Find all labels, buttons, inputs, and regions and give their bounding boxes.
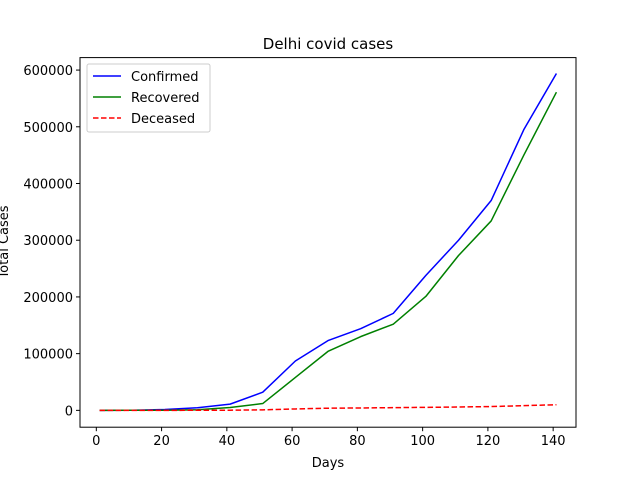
y-axis-label: Total Cases: [0, 205, 12, 279]
legend-label-confirmed: Confirmed: [131, 70, 199, 85]
legend-label-recovered: Recovered: [131, 91, 200, 106]
chart-title: Delhi covid cases: [263, 35, 394, 53]
x-tick-label: 120: [475, 434, 500, 449]
series-line-deceased: [99, 403, 557, 412]
legend: Confirmed Recovered Deceased: [86, 63, 211, 133]
y-tick-label: 300000: [23, 234, 73, 249]
x-tick-label: 40: [219, 434, 236, 449]
y-tick-label: 200000: [23, 291, 73, 306]
y-tick-label: 500000: [23, 121, 73, 136]
x-tick-label: 0: [92, 434, 100, 449]
y-tick-label: 100000: [23, 348, 73, 363]
y-tick-label: 600000: [23, 64, 73, 79]
x-axis-label: Days: [312, 456, 345, 471]
x-tick-label: 100: [410, 434, 435, 449]
y-tick-label: 400000: [23, 178, 73, 193]
x-tick-label: 140: [541, 434, 566, 449]
y-tick-label: 0: [65, 404, 73, 419]
series-line-confirmed: [99, 73, 558, 412]
x-axis-ticks: 0 20 40 60 80 100 120 140: [92, 427, 566, 449]
y-axis-ticks: 0 100000 200000 300000 400000 500000 600000: [23, 64, 80, 419]
series-layer: [99, 73, 558, 412]
series-line-recovered: [99, 91, 558, 412]
legend-label-deceased: Deceased: [131, 112, 195, 127]
legend-box: [86, 63, 211, 133]
plot-frame: [79, 57, 577, 428]
x-tick-label: 60: [284, 434, 301, 449]
x-tick-label: 20: [153, 434, 170, 449]
x-tick-label: 80: [349, 434, 366, 449]
